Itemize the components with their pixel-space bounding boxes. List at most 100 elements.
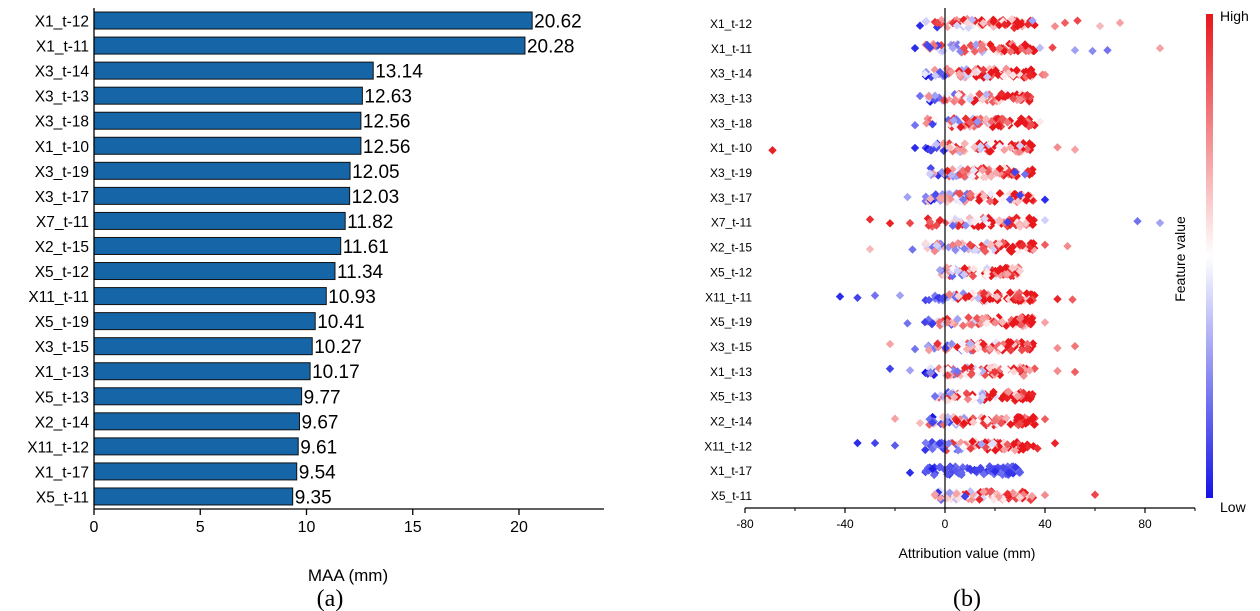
attribution-chart-panel: X1_t-12 X1_t-11 X3_t-14 X3_t-13 X3_t-18 X1_t-…	[704, 8, 1249, 611]
data-point	[768, 146, 777, 155]
data-point	[956, 197, 965, 206]
data-point	[895, 291, 905, 300]
data-point	[962, 345, 972, 354]
data-point	[971, 95, 980, 105]
data-point	[995, 142, 1004, 151]
data-point	[923, 40, 932, 50]
data-point	[953, 342, 962, 352]
data-point	[989, 245, 998, 254]
data-point	[890, 414, 900, 423]
data-point	[958, 463, 967, 472]
data-point	[1015, 365, 1025, 375]
data-point	[1040, 70, 1050, 80]
data-point	[985, 147, 994, 156]
data-point	[910, 121, 920, 130]
data-point	[1015, 314, 1025, 323]
category-label: X1_t-11	[36, 39, 89, 56]
data-point	[885, 339, 895, 349]
data-point	[1060, 18, 1070, 28]
data-point	[1040, 240, 1050, 249]
data-point	[1010, 167, 1020, 177]
data-point	[965, 95, 975, 104]
data-point	[989, 495, 998, 504]
data-point	[949, 116, 958, 125]
data-point	[1040, 414, 1050, 424]
data-point	[986, 189, 995, 199]
data-point	[1028, 341, 1037, 351]
data-point	[1020, 170, 1030, 179]
data-point	[1155, 218, 1165, 228]
data-point	[968, 437, 977, 446]
data-point	[958, 145, 968, 155]
data-point	[1013, 392, 1022, 401]
data-point	[1015, 468, 1025, 477]
data-point	[954, 292, 963, 301]
data-point	[964, 292, 974, 301]
data-point	[960, 121, 969, 131]
data-point	[1029, 420, 1039, 429]
data-point	[991, 318, 1000, 327]
data-point	[1023, 344, 1032, 354]
bar	[93, 362, 311, 381]
bar	[93, 437, 299, 456]
data-point	[950, 90, 959, 99]
data-point	[966, 444, 975, 453]
data-point	[942, 494, 952, 503]
bar-chart-panel: 20.62 X1_t-12 20.28 X1_t-11 13.14 X3_t-14 12.6…	[27, 8, 604, 611]
data-point	[977, 241, 986, 250]
data-point	[980, 438, 990, 447]
data-point	[969, 418, 978, 427]
data-point	[853, 293, 862, 302]
data-point	[1022, 393, 1031, 403]
category-label: X5_t-13	[35, 389, 89, 406]
data-point	[933, 244, 943, 253]
data-point	[1004, 294, 1014, 304]
x-tick-label: 0	[90, 519, 99, 536]
data-point	[1016, 71, 1025, 80]
data-point	[947, 444, 956, 453]
data-point	[1013, 119, 1022, 129]
data-point	[973, 117, 982, 127]
bar-value-label: 20.62	[534, 12, 582, 33]
data-point	[959, 442, 968, 452]
data-point	[971, 245, 980, 255]
data-point	[990, 467, 1000, 476]
category-label: X5_t-19	[35, 314, 89, 331]
bar-value-label: 12.56	[363, 137, 411, 158]
data-point	[954, 69, 964, 79]
feature-label: X5_t-19	[710, 315, 752, 329]
category-label: X11_t-11	[28, 289, 89, 306]
data-point	[1014, 147, 1024, 157]
data-point	[870, 291, 880, 300]
data-point	[929, 470, 939, 480]
data-point	[979, 288, 989, 298]
data-point	[951, 245, 960, 255]
feature-label: X2_t-14	[710, 415, 752, 429]
data-point	[928, 242, 938, 252]
data-point	[978, 95, 987, 104]
category-label: X5_t-12	[35, 264, 89, 281]
data-point	[978, 221, 987, 231]
data-point	[985, 18, 994, 28]
data-point	[1005, 220, 1015, 230]
data-point	[978, 165, 987, 175]
data-point	[1155, 43, 1165, 53]
feature-label: X5_t-12	[710, 265, 752, 279]
data-point	[1005, 189, 1015, 199]
data-point	[1022, 145, 1032, 154]
data-point	[1012, 317, 1021, 326]
data-point	[960, 139, 969, 148]
bar-value-label: 10.41	[317, 312, 365, 333]
data-point	[1029, 239, 1038, 248]
data-point	[970, 218, 979, 227]
data-point	[938, 294, 947, 303]
data-point	[993, 266, 1003, 276]
data-point	[1006, 47, 1015, 56]
bar	[93, 186, 351, 205]
data-point	[920, 69, 930, 79]
data-point	[930, 91, 940, 100]
data-point	[959, 43, 969, 53]
data-point	[952, 145, 962, 154]
data-point	[970, 47, 979, 56]
bar-value-label: 11.61	[343, 237, 389, 258]
